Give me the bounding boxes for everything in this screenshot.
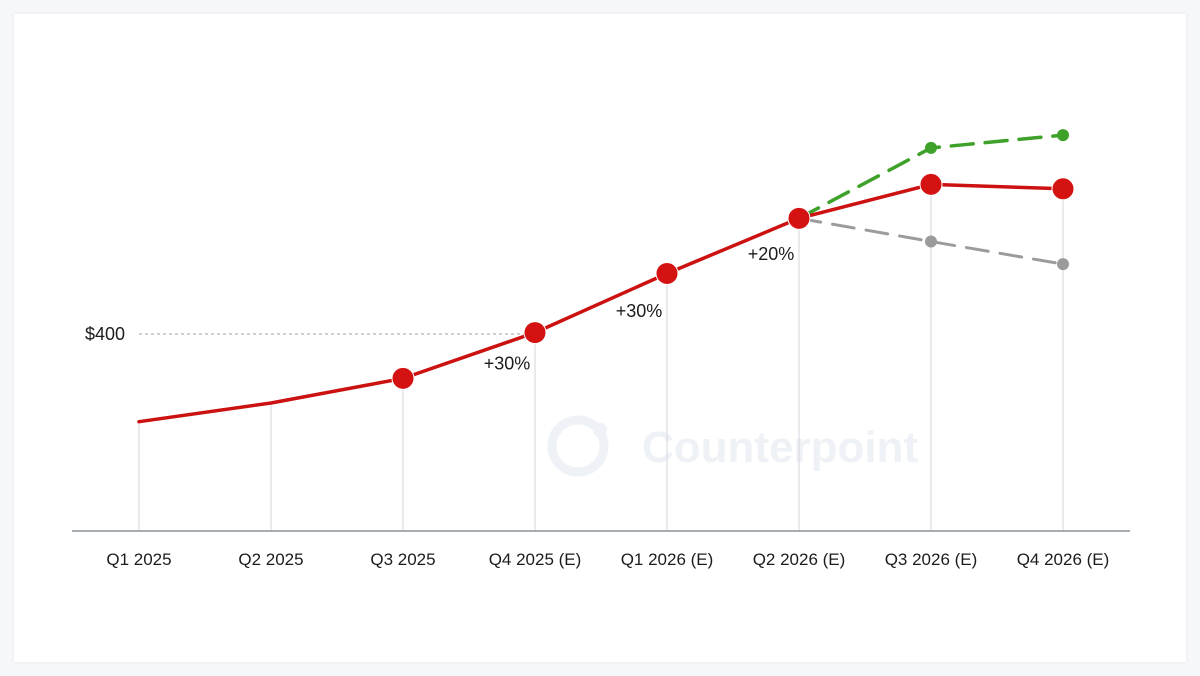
watermark-text: Counterpoint [642,423,919,472]
growth-label-1: +30% [484,353,531,373]
reference-line-label: $400 [85,324,125,344]
point-base-4 [523,321,547,345]
category-guides [138,184,1064,531]
growth-annotations: +30% +30% +20% [484,244,795,374]
x-tick-label-5: Q1 2026 (E) [621,550,714,569]
x-tick-label-6: Q2 2026 (E) [753,550,846,569]
point-upside-7 [925,141,937,154]
x-tick-label-2: Q2 2025 [238,550,303,569]
point-downside-7 [925,235,937,248]
x-tick-label-3: Q3 2025 [370,550,435,569]
x-tick-label-8: Q4 2026 (E) [1017,550,1110,569]
price-trend-chart: Counterpoint $400 +30% +30% +20% Q1 2025 Q2… [72,129,1130,569]
point-downside-8 [1057,258,1069,271]
chart-card: Counterpoint $400 +30% +30% +20% Q1 2025 Q2… [14,14,1186,662]
x-tick-label-1: Q1 2025 [106,550,171,569]
x-tick-label-4: Q4 2025 (E) [489,550,582,569]
counterpoint-watermark: Counterpoint [547,415,919,477]
point-upside-8 [1057,129,1069,142]
growth-label-3: +20% [748,244,795,264]
series-line-base [137,182,1065,424]
point-base-5 [655,261,679,285]
reference-line: $400 [85,324,535,344]
growth-label-2: +30% [616,301,663,321]
series-layer [137,129,1075,424]
counterpoint-logo-icon [547,415,609,477]
point-base-6 [787,206,811,230]
point-base-7 [919,172,943,196]
point-base-3 [391,366,415,390]
series-line-downside [797,216,1065,266]
point-base-8 [1051,177,1075,201]
x-tick-labels: Q1 2025 Q2 2025 Q3 2025 Q4 2025 (E) Q1 2026 … [106,550,1109,569]
x-tick-label-7: Q3 2026 (E) [885,550,978,569]
